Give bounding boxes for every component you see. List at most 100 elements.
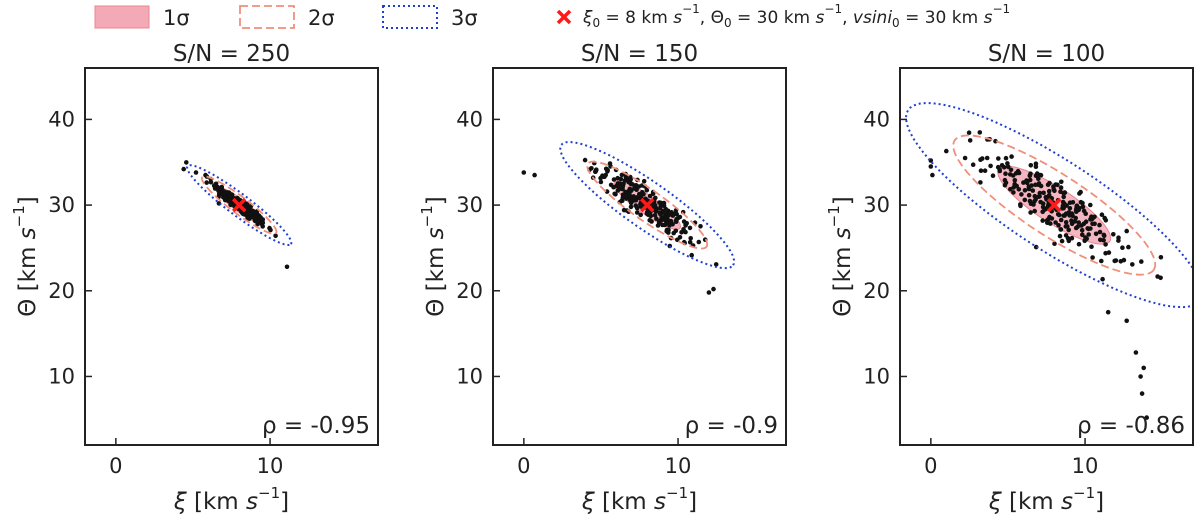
data-point xyxy=(1028,210,1033,215)
data-point xyxy=(598,179,604,185)
data-point xyxy=(1097,222,1102,228)
data-point xyxy=(644,187,650,193)
legend-3sigma-swatch xyxy=(382,5,438,29)
data-point xyxy=(684,221,689,226)
x-tick-label: 10 xyxy=(665,454,692,478)
data-point xyxy=(1003,171,1008,176)
legend-2sigma-label: 2σ xyxy=(308,6,335,30)
data-point xyxy=(662,222,668,228)
plot-frame xyxy=(492,67,787,446)
data-point xyxy=(689,252,694,258)
data-point xyxy=(628,204,634,210)
data-point xyxy=(1034,171,1040,176)
data-point xyxy=(982,168,988,173)
data-point xyxy=(966,130,972,135)
data-point xyxy=(649,219,654,224)
data-point xyxy=(1141,365,1146,371)
data-point xyxy=(1093,231,1099,237)
data-point xyxy=(1008,167,1014,173)
y-axis-label: Θ [km s−1] xyxy=(825,196,856,317)
y-tick-label: 30 xyxy=(48,193,75,217)
data-point xyxy=(532,172,537,178)
data-point xyxy=(1057,233,1063,239)
data-point xyxy=(679,230,684,235)
data-point xyxy=(184,160,189,165)
rho-label: ρ = -0.9 xyxy=(685,413,778,439)
data-point xyxy=(658,212,663,217)
data-point xyxy=(1099,212,1105,217)
data-point xyxy=(631,194,637,200)
data-point xyxy=(1027,177,1033,183)
data-point xyxy=(1121,257,1127,263)
data-point xyxy=(1041,190,1046,196)
panel-3: 0 10 10 20 30 40 S/N = 100 ρ = -0.86 ξ [km s−1] Θ… xyxy=(825,41,1194,515)
data-point xyxy=(1058,227,1064,232)
legend-truth-label: ξ0 = 8 km s−1, Θ0 = 30 km s−1, vsini0 = … xyxy=(582,2,1010,30)
y-tick-label: 40 xyxy=(48,107,75,131)
scatter-points xyxy=(928,130,1164,420)
truth-marker xyxy=(639,197,655,213)
data-point xyxy=(608,182,614,188)
data-point xyxy=(1116,235,1121,240)
data-point xyxy=(1083,219,1089,224)
y-axis-label: Θ [km s−1] xyxy=(10,196,41,317)
data-point xyxy=(1032,193,1038,199)
data-point xyxy=(990,173,996,178)
data-point xyxy=(1062,213,1067,218)
data-point xyxy=(1092,214,1097,220)
data-point xyxy=(1031,202,1036,207)
legend-1sigma-swatch xyxy=(94,5,150,29)
data-point xyxy=(1047,180,1052,186)
x-tick-label: 10 xyxy=(257,454,284,478)
data-point xyxy=(1038,199,1043,205)
data-point xyxy=(1021,180,1026,185)
data-point xyxy=(621,207,627,213)
data-point xyxy=(1062,190,1068,195)
data-point xyxy=(996,156,1001,161)
y-tick-label: 20 xyxy=(48,279,75,303)
data-point xyxy=(640,189,645,195)
data-point xyxy=(978,168,984,173)
data-point xyxy=(930,172,935,178)
panel-title: S/N = 100 xyxy=(988,41,1105,67)
legend: 1σ 2σ 3σ ξ0 = 8 km s−1, Θ0 = 30 km s−1, vsi… xyxy=(94,2,1010,30)
data-point xyxy=(227,196,232,202)
data-point xyxy=(1027,173,1033,179)
data-point xyxy=(665,217,671,223)
data-point xyxy=(598,175,603,181)
y-tick-label: 30 xyxy=(456,193,483,217)
data-point xyxy=(1086,232,1091,237)
data-point xyxy=(602,174,607,180)
data-point xyxy=(1155,274,1160,279)
data-point xyxy=(1066,227,1071,233)
data-point xyxy=(687,240,693,245)
data-point xyxy=(1028,163,1034,168)
data-point xyxy=(1103,242,1108,247)
data-point xyxy=(621,181,626,187)
data-point xyxy=(1024,180,1030,186)
data-point xyxy=(619,172,625,178)
data-point xyxy=(1144,415,1149,420)
data-point xyxy=(633,203,639,208)
plot-area xyxy=(521,141,736,295)
data-point xyxy=(666,227,671,233)
x-tick-label: 10 xyxy=(1072,454,1099,478)
data-point xyxy=(978,157,983,162)
data-point xyxy=(1008,186,1013,192)
scatter-points xyxy=(181,160,290,270)
data-point xyxy=(1002,177,1008,183)
data-point xyxy=(1013,171,1019,176)
data-point xyxy=(245,215,250,221)
data-point xyxy=(268,227,273,233)
data-point xyxy=(1022,188,1028,193)
y-tick-label: 20 xyxy=(863,279,890,303)
data-point xyxy=(654,216,659,221)
data-point xyxy=(1097,229,1103,235)
data-point xyxy=(627,192,632,198)
data-point xyxy=(997,168,1003,174)
x-axis-label: ξ [km s−1] xyxy=(581,484,697,515)
data-point xyxy=(617,181,623,186)
data-point xyxy=(1076,241,1082,247)
data-point xyxy=(1070,200,1076,205)
